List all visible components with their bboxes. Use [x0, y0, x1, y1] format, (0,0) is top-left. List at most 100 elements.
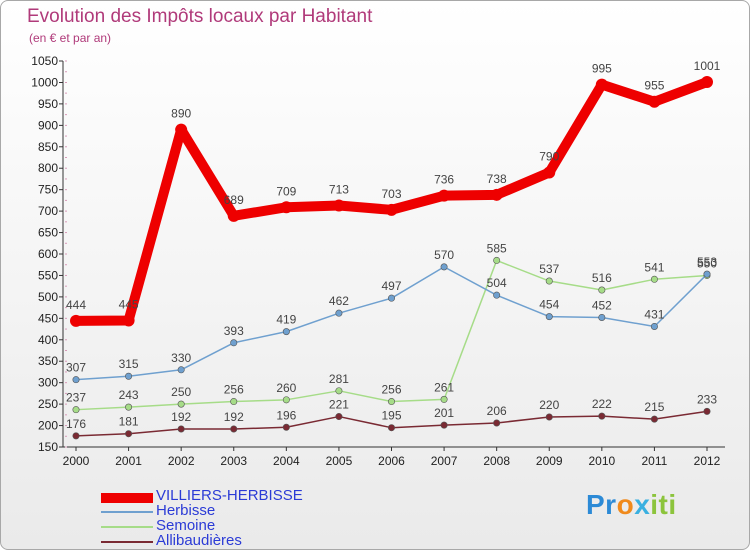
x-tick-label: 2004: [273, 454, 300, 468]
data-label-allibaudieres: 233: [697, 392, 717, 406]
data-label-herbisse: 462: [329, 294, 349, 308]
data-label-herbisse: 307: [66, 361, 86, 375]
data-point-herbisse: [703, 270, 711, 278]
data-point-allibaudieres: [72, 432, 80, 440]
logo-part: Pr: [586, 489, 617, 520]
y-tick-label: 200: [38, 419, 58, 433]
data-point-allibaudieres: [703, 407, 711, 415]
x-tick-label: 2005: [326, 454, 353, 468]
data-label-allibaudieres: 206: [487, 404, 507, 418]
data-label-villiers-herbisse: 995: [592, 62, 612, 76]
data-label-herbisse: 504: [487, 276, 507, 290]
x-tick-label: 2009: [536, 454, 563, 468]
data-point-villiers-herbisse: [70, 314, 82, 327]
y-tick-label: 700: [38, 204, 58, 218]
data-point-villiers-herbisse: [175, 123, 188, 136]
logo-part: iti: [650, 489, 677, 520]
data-label-herbisse: 452: [592, 298, 612, 312]
data-point-allibaudieres: [335, 413, 343, 421]
data-point-villiers-herbisse: [385, 203, 398, 216]
chart-series-group: [70, 76, 713, 440]
y-tick-label: 600: [38, 247, 58, 261]
data-label-herbisse: 570: [434, 248, 454, 262]
data-label-villiers-herbisse: 890: [171, 107, 191, 121]
data-label-herbisse: 330: [171, 351, 191, 365]
data-label-villiers-herbisse: 1001: [694, 59, 721, 73]
proxiti-logo: Proxiti: [586, 489, 677, 521]
legend-swatch-herbisse: [101, 511, 153, 513]
data-point-semoine: [230, 398, 238, 406]
data-label-villiers-herbisse: 444: [66, 298, 86, 312]
data-point-herbisse: [440, 263, 448, 271]
x-tick-label: 2008: [483, 454, 510, 468]
data-point-allibaudieres: [598, 412, 606, 420]
data-point-herbisse: [72, 376, 80, 384]
data-label-allibaudieres: 196: [276, 408, 296, 422]
legend-swatch-allibaudieres: [101, 541, 153, 543]
data-label-villiers-herbisse: 736: [434, 173, 454, 187]
legend-swatch-semoine: [101, 526, 153, 528]
data-label-herbisse: 419: [276, 313, 296, 327]
data-label-villiers-herbisse: 713: [329, 183, 349, 197]
data-point-villiers-herbisse: [595, 78, 608, 91]
data-label-allibaudieres: 192: [224, 410, 244, 424]
data-point-villiers-herbisse: [543, 166, 556, 179]
data-point-allibaudieres: [177, 425, 185, 433]
y-tick-label: 800: [38, 161, 58, 175]
y-tick-label: 750: [38, 183, 58, 197]
data-label-semoine: 261: [434, 380, 454, 394]
data-label-semoine: 256: [381, 383, 401, 397]
data-point-allibaudieres: [545, 413, 553, 421]
logo-part: x: [634, 489, 651, 520]
x-tick-label: 2000: [63, 454, 90, 468]
data-point-herbisse: [387, 294, 395, 302]
data-label-allibaudieres: 222: [592, 397, 612, 411]
chart-data-labels: 176 181 192 192 196 221 195 201 206 220 222 215 233 2…: [66, 59, 721, 431]
data-point-semoine: [650, 275, 658, 283]
data-label-semoine: 256: [224, 383, 244, 397]
data-label-herbisse: 431: [644, 307, 664, 321]
data-point-herbisse: [335, 309, 343, 317]
data-label-herbisse: 553: [697, 255, 717, 269]
data-point-semoine: [72, 406, 80, 414]
data-label-semoine: 541: [644, 260, 664, 274]
legend-swatch-villiers-herbisse: [101, 493, 153, 503]
data-point-herbisse: [177, 366, 185, 374]
data-point-villiers-herbisse: [438, 189, 451, 202]
y-tick-label: 500: [38, 290, 58, 304]
data-point-allibaudieres: [650, 415, 658, 423]
data-point-herbisse: [230, 339, 238, 347]
y-tick-label: 450: [38, 311, 58, 325]
x-tick-label: 2003: [220, 454, 247, 468]
data-label-allibaudieres: 176: [66, 417, 86, 431]
data-label-allibaudieres: 201: [434, 406, 454, 420]
data-label-semoine: 260: [276, 381, 296, 395]
data-point-villiers-herbisse: [227, 209, 240, 222]
data-point-semoine: [545, 277, 553, 285]
data-point-villiers-herbisse: [280, 201, 293, 214]
data-point-semoine: [598, 286, 606, 294]
y-tick-label: 300: [38, 376, 58, 390]
legend-label-allibaudieres: Allibaudières: [156, 532, 242, 549]
data-point-herbisse: [598, 313, 606, 321]
y-tick-label: 1050: [31, 54, 58, 68]
logo-part: o: [616, 489, 635, 520]
chart-title: Evolution des Impôts locaux par Habitant: [27, 6, 373, 27]
data-label-herbisse: 315: [119, 357, 139, 371]
data-label-semoine: 281: [329, 372, 349, 386]
x-tick-label: 2001: [115, 454, 142, 468]
x-tick-label: 2012: [694, 454, 721, 468]
data-point-semoine: [177, 400, 185, 408]
data-label-semoine: 250: [171, 385, 191, 399]
y-tick-label: 900: [38, 118, 58, 132]
data-label-villiers-herbisse: 738: [487, 172, 507, 186]
data-label-semoine: 550: [697, 256, 717, 270]
data-point-villiers-herbisse: [122, 314, 135, 327]
data-label-allibaudieres: 181: [119, 415, 139, 429]
x-tick-label: 2006: [378, 454, 405, 468]
y-tick-label: 400: [38, 333, 58, 347]
y-tick-label: 550: [38, 268, 58, 282]
data-label-allibaudieres: 215: [644, 400, 664, 414]
legend-label-semoine: Semoine: [156, 517, 216, 534]
